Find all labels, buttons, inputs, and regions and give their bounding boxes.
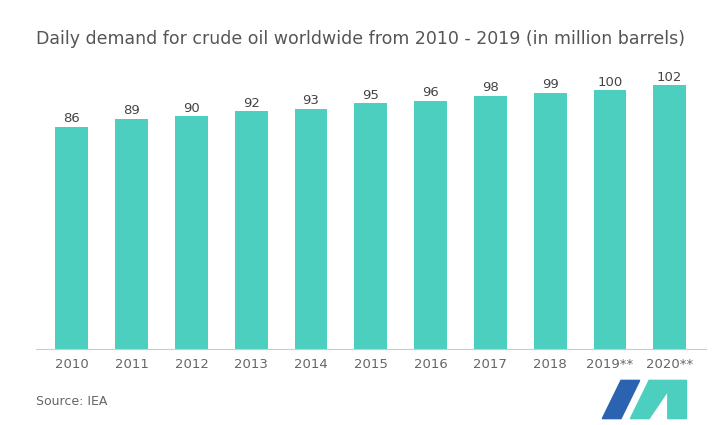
Text: 95: 95 xyxy=(362,89,379,102)
Bar xyxy=(534,93,567,348)
Bar xyxy=(653,85,686,348)
Text: 96: 96 xyxy=(422,86,439,99)
Text: 86: 86 xyxy=(63,112,80,125)
Bar xyxy=(354,103,387,348)
Text: 98: 98 xyxy=(482,81,499,94)
Bar xyxy=(55,127,89,348)
Text: 92: 92 xyxy=(243,96,260,110)
Bar xyxy=(115,119,148,348)
Bar xyxy=(414,101,447,348)
Text: 102: 102 xyxy=(657,71,683,84)
Polygon shape xyxy=(631,380,687,419)
Text: 99: 99 xyxy=(541,79,559,91)
Bar xyxy=(175,116,208,348)
Bar xyxy=(593,91,626,348)
Bar xyxy=(235,111,268,348)
Text: 93: 93 xyxy=(302,94,320,107)
Polygon shape xyxy=(602,380,640,419)
Text: Daily demand for crude oil worldwide from 2010 - 2019 (in million barrels): Daily demand for crude oil worldwide fro… xyxy=(36,30,685,48)
Text: 90: 90 xyxy=(183,102,200,115)
Text: Source: IEA: Source: IEA xyxy=(36,395,107,408)
Text: 89: 89 xyxy=(123,104,140,117)
Text: 100: 100 xyxy=(598,76,623,89)
Bar xyxy=(474,96,507,348)
Bar xyxy=(294,108,328,348)
